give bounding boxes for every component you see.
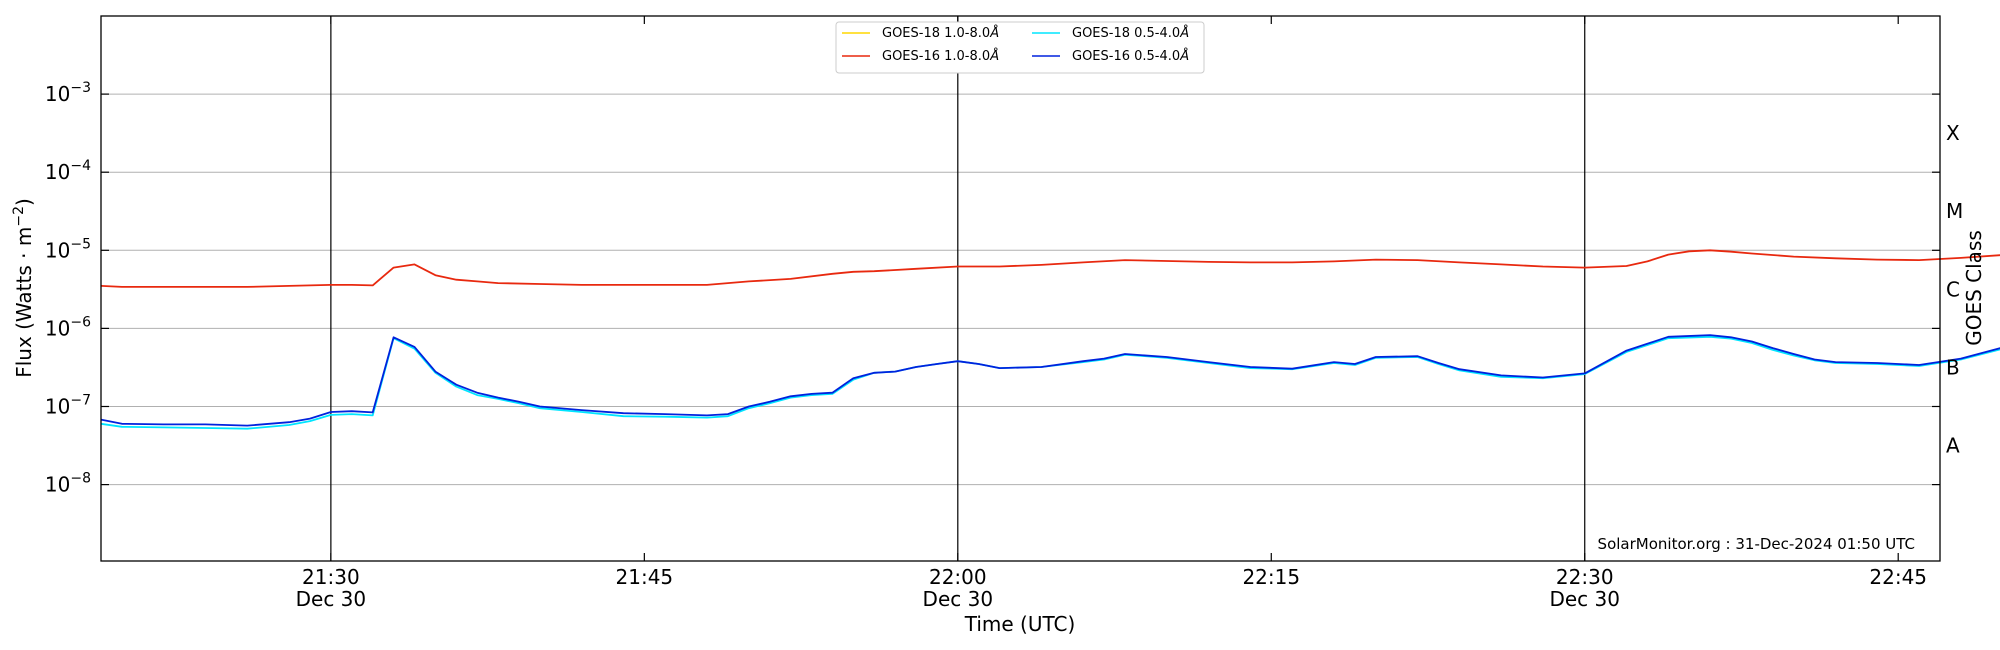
goes-class-label: C: [1946, 277, 1960, 301]
y-tick-exponent: −7: [70, 392, 91, 408]
y-tick-base: 10: [45, 160, 70, 184]
y-tick-label: 10−8: [45, 471, 91, 497]
y-tick-label: 10−7: [45, 392, 91, 418]
y-tick-base: 10: [45, 316, 70, 340]
y-tick-base: 10: [45, 394, 70, 418]
x-tick-date-label: Dec 30: [923, 587, 994, 611]
legend-box: [835, 21, 1205, 74]
x-axis-title: Time (UTC): [964, 612, 1076, 636]
legend-series-name: GOES-16 0.5-4.0: [1072, 49, 1180, 64]
y-tick-exponent: −6: [70, 314, 91, 330]
goes-class-label: X: [1946, 121, 1960, 145]
right-axis-title: GOES Class: [1962, 230, 1986, 346]
y-axis-title-exponent: −2: [11, 206, 27, 227]
legend-series-unit: Å: [1179, 48, 1189, 64]
legend: GOES-18 1.0-8.0Å GOES-18 0.5-4.0ÅGOES-16 …: [835, 21, 1205, 74]
y-tick-base: 10: [45, 238, 70, 262]
legend-entry-label: GOES-16 1.0-8.0Å: [882, 48, 999, 64]
legend-series-name: GOES-18 0.5-4.0: [1072, 26, 1180, 41]
legend-entry-label: GOES-16 0.5-4.0Å: [1072, 48, 1189, 64]
y-axis-title-main: Flux (Watts · m: [12, 227, 36, 378]
y-tick-label: 10−5: [45, 236, 91, 262]
y-tick-label: 10−6: [45, 314, 91, 340]
series-line-goes-16-1-0-8-0: [100, 249, 2000, 288]
series-line-goes-16-0-5-4-0: [100, 334, 2000, 427]
y-axis-title-close: ): [12, 198, 36, 206]
x-tick-date-label: Dec 30: [296, 587, 367, 611]
plot-frame: [100, 15, 1941, 562]
x-tick-time-label: 21:45: [616, 565, 674, 589]
series-lines: [100, 249, 2000, 430]
y-tick-exponent: −4: [70, 158, 91, 174]
y-axis-title: Flux (Watts · m−2): [11, 198, 36, 378]
y-tick-label: 10−4: [45, 158, 91, 184]
x-tick-time-label: 22:00: [929, 565, 987, 589]
legend-series-name: GOES-18 1.0-8.0: [882, 26, 990, 41]
day-hour-markers: [330, 16, 1586, 561]
y-axis-ticks: 10−310−410−510−610−710−8: [45, 80, 1940, 497]
legend-series-unit: Å: [1179, 25, 1189, 41]
legend-entry-label: GOES-18 0.5-4.0Å: [1072, 25, 1189, 41]
y-tick-base: 10: [45, 82, 70, 106]
y-gridlines: [101, 93, 1940, 486]
goes-class-label: M: [1946, 199, 1963, 223]
goes-class-label: A: [1946, 434, 1960, 458]
x-tick-date-label: Dec 30: [1549, 587, 1620, 611]
y-tick-exponent: −3: [70, 80, 91, 96]
credit-text: SolarMonitor.org : 31-Dec-2024 01:50 UTC: [1598, 535, 1915, 553]
x-tick-time-label: 22:15: [1242, 565, 1300, 589]
x-tick-time-label: 21:30: [302, 565, 360, 589]
legend-series-unit: Å: [989, 25, 999, 41]
y-tick-exponent: −8: [70, 471, 91, 487]
legend-entry-label: GOES-18 1.0-8.0Å: [882, 25, 999, 41]
x-tick-time-label: 22:45: [1869, 565, 1927, 589]
goes-class-labels: X M C B A: [1946, 121, 1963, 457]
y-tick-label: 10−3: [45, 80, 91, 106]
x-tick-time-label: 22:30: [1556, 565, 1614, 589]
y-tick-exponent: −5: [70, 236, 91, 252]
legend-series-name: GOES-16 1.0-8.0: [882, 49, 990, 64]
y-tick-base: 10: [45, 473, 70, 497]
goes-class-label: B: [1946, 355, 1960, 379]
legend-series-unit: Å: [989, 48, 999, 64]
